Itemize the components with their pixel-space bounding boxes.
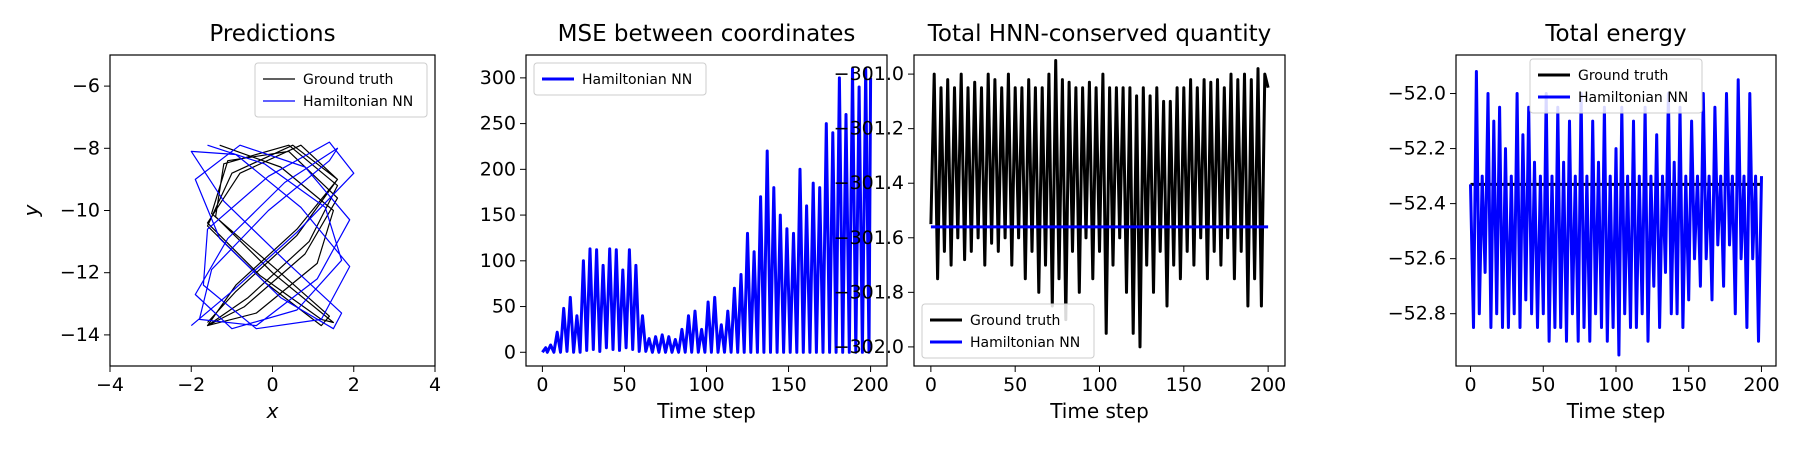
series-line-hamiltonian-nn — [190, 141, 355, 330]
legend-label: Hamiltonian NN — [970, 335, 1080, 351]
x-tick-label: 0 — [1464, 374, 1476, 396]
chart-legend: Hamiltonian NN — [533, 62, 707, 96]
x-tick-label: 0 — [925, 374, 937, 396]
chart-legend: Ground truth Hamiltonian NN — [1529, 58, 1703, 114]
chart-panel-3: 0 50 100 150 200 −302.0 −301.8 −301.6 −301.4 −301… — [834, 21, 1287, 423]
chart-panel-2: 0 50 100 150 200 0 50 100 150 200 250 300 MSE betwee… — [480, 21, 889, 423]
y-tick-label: −6 — [72, 75, 100, 97]
legend-label: Hamiltonian NN — [1578, 90, 1688, 106]
series-line-ground-truth — [206, 144, 339, 327]
legend-label: Ground truth — [303, 72, 393, 88]
x-tick-label: 150 — [770, 374, 806, 396]
y-tick-label: −52.6 — [1388, 248, 1446, 270]
x-tick-label: 0 — [266, 374, 278, 396]
y-tick-label: 100 — [480, 250, 516, 272]
y-tick-label: −12 — [60, 262, 100, 284]
y-axis-label: y — [19, 203, 43, 217]
series-line-ground-truth — [929, 59, 1270, 349]
legend-label: Ground truth — [1578, 68, 1668, 84]
x-tick-label: 200 — [852, 374, 888, 396]
x-tick-label: −2 — [177, 374, 205, 396]
chart-panel-4: 0 50 100 150 200 −52.8 −52.6 −52.4 −52.2 −52.0 Tot… — [1388, 21, 1780, 423]
y-tick-label: 150 — [480, 204, 516, 226]
y-tick-label: −8 — [72, 137, 100, 159]
x-axis-label: Time step — [656, 399, 756, 423]
y-tick-label: −52.2 — [1388, 138, 1446, 160]
chart-legend: Ground truth Hamiltonian NN — [254, 62, 428, 118]
legend-label: Ground truth — [970, 313, 1060, 329]
x-tick-label: 50 — [1531, 374, 1555, 396]
chart-panel-1: −4 −2 0 2 4 −14 −12 −10 −8 −6 Predictions x y Ground … — [19, 21, 441, 423]
y-tick-label: 200 — [480, 158, 516, 180]
y-tick-label: −10 — [60, 200, 100, 222]
x-axis-label: x — [266, 399, 279, 423]
x-tick-label: 0 — [536, 374, 548, 396]
y-tick-label: −52.8 — [1388, 303, 1446, 325]
x-tick-label: 100 — [688, 374, 724, 396]
x-tick-label: 200 — [1743, 374, 1779, 396]
x-axis-label: Time step — [1566, 399, 1666, 423]
y-tick-label: 50 — [492, 296, 516, 318]
x-axis-label: Time step — [1049, 399, 1149, 423]
chart-title: Total HNN-conserved quantity — [927, 21, 1271, 47]
x-tick-label: 50 — [1003, 374, 1027, 396]
y-tick-label: −52.4 — [1388, 193, 1446, 215]
legend-frame — [254, 62, 428, 118]
y-tick-label: −301.4 — [834, 172, 904, 194]
x-tick-label: −4 — [96, 374, 124, 396]
x-tick-label: 4 — [429, 374, 441, 396]
y-tick-label: −301.6 — [834, 227, 904, 249]
y-tick-label: 0 — [504, 341, 516, 363]
legend-label: Hamiltonian NN — [582, 72, 692, 88]
chart-title: Total energy — [1544, 21, 1686, 47]
chart-title: MSE between coordinates — [558, 21, 856, 47]
x-tick-label: 200 — [1250, 374, 1286, 396]
series-line-hamiltonian-nn — [541, 67, 873, 354]
y-tick-label: −14 — [60, 324, 100, 346]
x-tick-label: 150 — [1671, 374, 1707, 396]
x-tick-label: 100 — [1081, 374, 1117, 396]
y-tick-label: −301.0 — [834, 63, 904, 85]
x-tick-label: 150 — [1166, 374, 1202, 396]
legend-frame — [1529, 58, 1703, 114]
legend-label: Hamiltonian NN — [303, 94, 413, 110]
chart-title: Predictions — [209, 21, 335, 47]
x-tick-label: 2 — [348, 374, 360, 396]
chart-legend: Ground truth Hamiltonian NN — [921, 303, 1095, 359]
legend-frame — [533, 62, 707, 96]
y-tick-label: 250 — [480, 113, 516, 135]
y-tick-label: −301.2 — [834, 118, 904, 140]
series-line-hamiltonian-nn — [1469, 70, 1763, 357]
y-tick-label: 300 — [480, 67, 516, 89]
y-tick-label: −52.0 — [1388, 83, 1446, 105]
x-tick-label: 100 — [1598, 374, 1634, 396]
legend-frame — [921, 303, 1095, 359]
x-tick-label: 50 — [612, 374, 636, 396]
y-tick-label: −301.8 — [834, 281, 904, 303]
y-tick-label: −302.0 — [834, 336, 904, 358]
